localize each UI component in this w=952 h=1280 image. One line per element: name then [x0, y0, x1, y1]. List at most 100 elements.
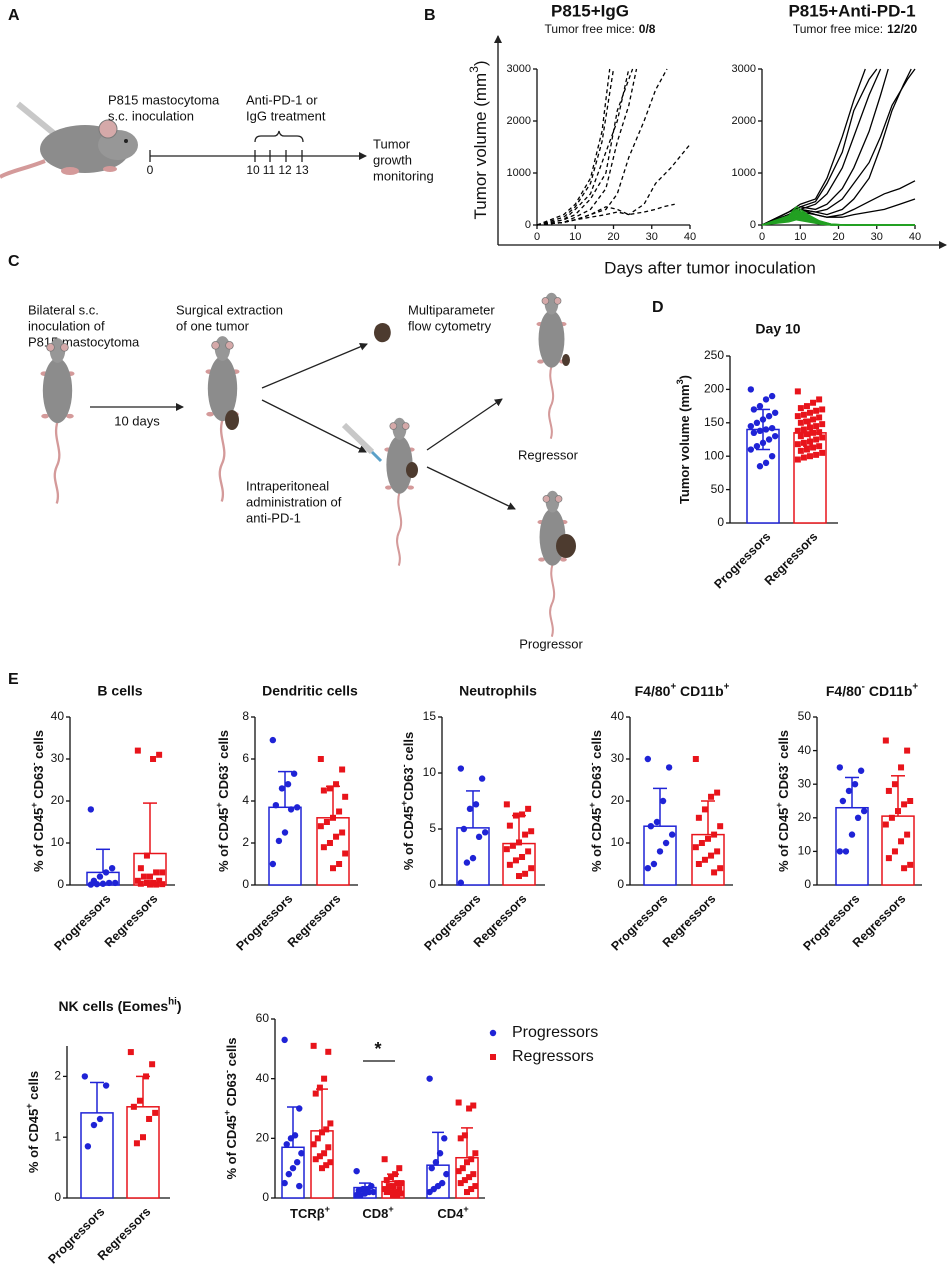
point — [464, 1159, 470, 1166]
text-part: cells — [776, 730, 791, 763]
chart-title: F4/80- CD11b+ — [826, 681, 919, 699]
point — [816, 443, 823, 450]
point — [383, 1189, 390, 1196]
point — [150, 879, 157, 886]
point — [441, 1135, 448, 1142]
point — [819, 406, 826, 413]
y-tick-label: 0 — [262, 1190, 269, 1204]
point — [759, 416, 767, 423]
text-part: CD63 — [224, 1073, 239, 1110]
point — [136, 1097, 143, 1104]
timeline-day: 11 — [263, 163, 276, 177]
point — [475, 833, 483, 841]
y-tick-label: 0 — [617, 877, 624, 891]
y-tick-label: 40 — [798, 743, 812, 757]
point — [490, 1054, 496, 1060]
y-tick-label: 3000 — [507, 63, 531, 75]
text-part: + — [774, 802, 784, 807]
point — [898, 764, 905, 771]
diagram-text: IgG treatment — [246, 108, 326, 123]
point — [336, 808, 343, 815]
point — [522, 831, 529, 838]
point — [509, 842, 516, 849]
point — [644, 865, 652, 872]
point — [426, 1075, 433, 1082]
point — [323, 819, 330, 825]
point — [797, 405, 804, 412]
point — [320, 787, 327, 794]
point — [140, 1134, 146, 1141]
tumor — [556, 534, 576, 558]
point — [428, 1164, 435, 1172]
y-tick-label: 3000 — [732, 63, 756, 75]
bar — [268, 806, 302, 886]
point — [321, 1150, 328, 1157]
point — [143, 1073, 150, 1080]
text-part: % of CD45 — [216, 808, 231, 872]
arrow — [426, 466, 516, 510]
point — [816, 429, 823, 436]
y-tick-label: 20 — [51, 793, 65, 807]
text-part: NK cells (Eomes — [58, 998, 168, 1014]
point — [819, 434, 826, 441]
point — [768, 392, 776, 400]
mouse — [535, 489, 570, 638]
point — [656, 848, 664, 855]
point — [516, 839, 522, 846]
point — [711, 831, 718, 838]
y-tick-label: 10 — [51, 835, 65, 849]
point — [137, 865, 144, 872]
text-part: cells — [401, 732, 416, 765]
y-axis-label: % of CD45+ CD63- cells — [222, 1037, 239, 1179]
x-tick-label: 40 — [909, 231, 921, 243]
point — [383, 1177, 390, 1184]
point — [813, 436, 820, 443]
text-part: cells — [224, 1037, 239, 1070]
mouse — [382, 416, 417, 567]
text-part: - — [399, 764, 409, 767]
diagram-text: anti-PD-1 — [246, 510, 301, 525]
point — [466, 1105, 473, 1112]
x-tick-label: 20 — [832, 231, 844, 243]
y-tick-label: 30 — [611, 751, 625, 765]
point — [140, 873, 147, 880]
point — [794, 427, 801, 434]
y-tick-label: 50 — [798, 709, 812, 723]
point — [455, 1168, 462, 1175]
point — [851, 781, 859, 788]
diagram-text: P815 mastocytoma — [108, 92, 220, 107]
chart-title: NK cells (Eomeshi) — [58, 996, 181, 1014]
point — [803, 418, 810, 425]
point — [339, 766, 346, 773]
point — [800, 426, 807, 433]
text-part: % of CD45 — [224, 1115, 239, 1179]
point — [489, 1029, 497, 1037]
point — [312, 1156, 319, 1163]
point — [506, 822, 513, 829]
text-part: 0/8 — [639, 22, 656, 36]
point — [460, 825, 468, 833]
point — [87, 881, 95, 888]
point — [662, 839, 670, 847]
y-axis-label: % of CD45+ CD63- cells — [29, 730, 46, 872]
chart-title: F4/80+ CD11b+ — [635, 681, 730, 699]
diagram-text: flow cytometry — [408, 318, 492, 333]
point — [281, 1179, 288, 1187]
point — [895, 808, 901, 815]
series-line — [536, 68, 634, 226]
point — [695, 861, 702, 867]
point — [90, 1121, 98, 1129]
point — [857, 767, 865, 774]
chart-title: B cells — [97, 683, 142, 699]
point — [285, 1170, 293, 1178]
text-part: CD11b — [865, 683, 912, 699]
point — [836, 848, 844, 855]
point — [284, 781, 292, 788]
y-tick-label: 8 — [242, 709, 249, 723]
y-tick-label: 40 — [611, 709, 625, 723]
point — [298, 1150, 305, 1157]
syringe — [341, 422, 375, 455]
point — [756, 463, 764, 470]
point — [848, 831, 856, 838]
y-tick-label: 30 — [51, 751, 65, 765]
